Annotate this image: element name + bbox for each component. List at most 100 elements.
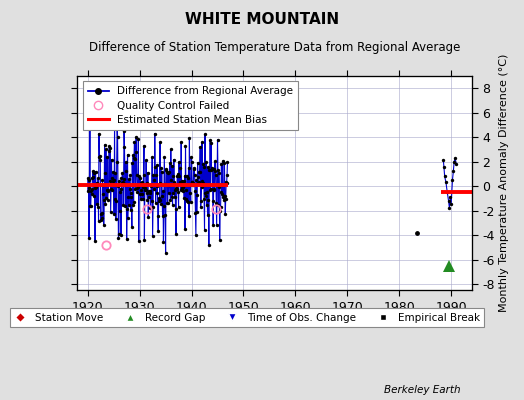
Point bbox=[216, 204, 225, 210]
Title: Difference of Station Temperature Data from Regional Average: Difference of Station Temperature Data f… bbox=[89, 41, 460, 54]
Point bbox=[150, 186, 158, 192]
Point bbox=[122, 167, 130, 174]
Point bbox=[190, 172, 199, 178]
Point bbox=[223, 159, 232, 166]
Point bbox=[451, 155, 459, 161]
Point bbox=[198, 183, 206, 190]
Point bbox=[147, 205, 155, 211]
Point bbox=[129, 152, 137, 158]
Point bbox=[159, 188, 167, 194]
Point bbox=[135, 191, 144, 198]
Point bbox=[96, 156, 104, 163]
Point bbox=[164, 170, 172, 177]
Point bbox=[102, 146, 110, 153]
Point bbox=[215, 170, 223, 176]
Point bbox=[123, 236, 131, 242]
Point bbox=[445, 205, 454, 211]
Point bbox=[96, 217, 105, 224]
Point bbox=[158, 192, 166, 199]
Point bbox=[195, 178, 203, 185]
Point bbox=[172, 231, 180, 237]
Point bbox=[103, 187, 111, 194]
Point bbox=[151, 164, 159, 170]
Point bbox=[157, 165, 165, 171]
Point bbox=[118, 170, 126, 176]
Point bbox=[112, 216, 120, 222]
Point bbox=[178, 186, 186, 192]
Point bbox=[136, 175, 144, 182]
Point bbox=[138, 184, 147, 190]
Point bbox=[195, 168, 203, 175]
Point bbox=[160, 203, 168, 209]
Point bbox=[191, 188, 199, 194]
Point bbox=[220, 197, 228, 203]
Point bbox=[198, 178, 206, 184]
Point bbox=[206, 137, 214, 144]
Point bbox=[101, 201, 110, 208]
Text: Berkeley Earth: Berkeley Earth bbox=[385, 385, 461, 395]
Point bbox=[140, 237, 149, 243]
Point bbox=[182, 196, 191, 202]
Point bbox=[121, 144, 129, 150]
Point bbox=[126, 172, 134, 178]
Point bbox=[105, 148, 113, 154]
Point bbox=[93, 201, 101, 207]
Point bbox=[163, 169, 171, 176]
Point bbox=[103, 154, 112, 160]
Point bbox=[171, 187, 179, 193]
Point bbox=[154, 228, 162, 235]
Point bbox=[92, 184, 101, 190]
Point bbox=[135, 173, 144, 180]
Point bbox=[219, 158, 227, 164]
Point bbox=[188, 159, 196, 165]
Point bbox=[144, 214, 152, 220]
Point bbox=[168, 202, 177, 208]
Point bbox=[185, 190, 194, 196]
Point bbox=[160, 154, 169, 160]
Point bbox=[209, 198, 217, 204]
Point bbox=[98, 177, 106, 184]
Point bbox=[413, 230, 422, 236]
Point bbox=[120, 128, 128, 134]
Point bbox=[185, 213, 193, 219]
Point bbox=[116, 186, 125, 192]
Point bbox=[86, 120, 94, 127]
Point bbox=[210, 187, 219, 193]
Point bbox=[85, 234, 93, 241]
Point bbox=[149, 172, 158, 178]
Point bbox=[169, 190, 178, 196]
Point bbox=[187, 198, 195, 205]
Point bbox=[213, 182, 221, 188]
Point bbox=[205, 186, 214, 193]
Point bbox=[91, 185, 99, 191]
Point bbox=[93, 179, 102, 186]
Point bbox=[104, 187, 112, 193]
Point bbox=[112, 198, 121, 204]
Point bbox=[194, 180, 203, 186]
Point bbox=[117, 232, 125, 238]
Point bbox=[116, 208, 124, 214]
Point bbox=[192, 177, 201, 183]
Point bbox=[174, 189, 182, 196]
Point bbox=[127, 194, 136, 200]
Point bbox=[139, 172, 148, 178]
Point bbox=[93, 204, 102, 210]
Point bbox=[115, 231, 123, 237]
Point bbox=[163, 199, 172, 206]
Point bbox=[190, 166, 198, 172]
Point bbox=[90, 193, 98, 199]
Point bbox=[168, 194, 176, 200]
Point bbox=[215, 237, 224, 243]
Point bbox=[170, 179, 179, 185]
Point bbox=[222, 178, 231, 185]
Point bbox=[215, 183, 223, 190]
Point bbox=[148, 154, 156, 160]
Point bbox=[448, 177, 456, 183]
Point bbox=[148, 198, 156, 205]
Point bbox=[202, 158, 211, 165]
Point bbox=[124, 215, 132, 221]
Point bbox=[126, 190, 135, 196]
Point bbox=[155, 195, 163, 201]
Point bbox=[204, 197, 213, 203]
Point bbox=[217, 191, 226, 198]
